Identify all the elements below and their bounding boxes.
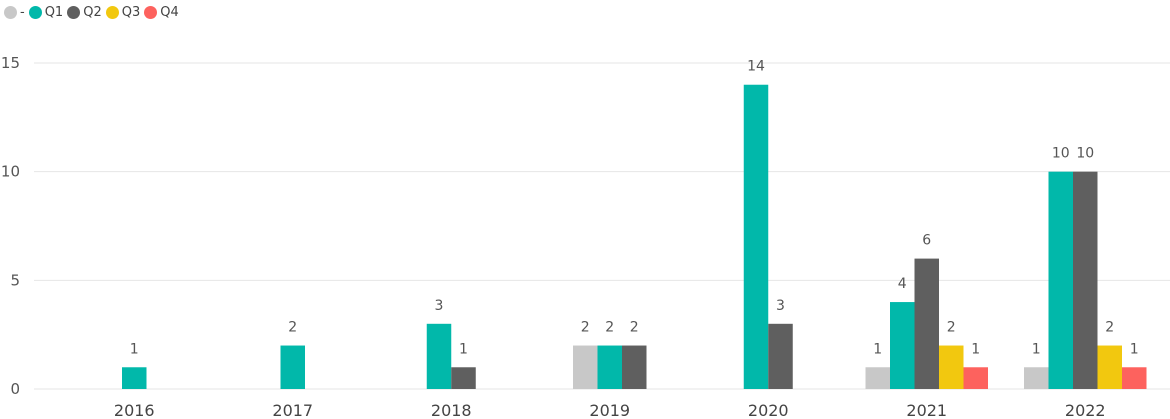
legend-item-q3[interactable]: Q3 [105, 4, 141, 20]
bar [426, 323, 452, 389]
bar [1024, 367, 1049, 389]
x-tick-label: 2019 [589, 401, 630, 419]
data-label: 6 [922, 233, 931, 249]
data-label: 2 [630, 320, 639, 336]
bar [1097, 345, 1122, 389]
data-label: 10 [1052, 146, 1070, 162]
x-tick-label: 2021 [906, 401, 947, 419]
bar [451, 367, 476, 389]
x-tick-label: 2017 [272, 401, 313, 419]
data-label: 3 [435, 298, 444, 314]
x-tick-label: 2018 [431, 401, 472, 419]
legend-swatch-q4 [144, 5, 158, 19]
legend: - Q1 Q2 Q3 Q4 [4, 2, 183, 22]
bar [597, 345, 622, 389]
data-label: 1 [1130, 341, 1139, 357]
bar [865, 367, 890, 389]
data-label: 4 [898, 276, 907, 292]
legend-label-q1: Q1 [44, 4, 64, 20]
data-label: 1 [971, 341, 980, 357]
legend-swatch-blank [4, 5, 17, 19]
x-tick-label: 2016 [114, 401, 155, 419]
data-label: 3 [776, 298, 785, 314]
y-tick-label: 10 [1, 163, 20, 181]
data-label: 2 [947, 320, 956, 336]
data-label: 2 [605, 320, 614, 336]
bar [743, 84, 769, 389]
legend-item-q1[interactable]: Q1 [28, 4, 64, 20]
legend-label-q2: Q2 [83, 4, 102, 20]
data-label: 1 [1032, 341, 1041, 357]
bar [963, 367, 988, 389]
bar [573, 345, 598, 389]
legend-item-q2[interactable]: Q2 [67, 5, 102, 20]
data-label: 2 [288, 320, 297, 336]
bar [1073, 171, 1098, 389]
bar [1048, 171, 1073, 389]
bar [1122, 367, 1147, 389]
bar [768, 323, 793, 389]
legend-swatch-q2 [67, 5, 81, 19]
y-tick-label: 5 [10, 271, 20, 289]
legend-item-blank[interactable]: - [4, 5, 25, 20]
data-label: 1 [459, 341, 468, 357]
legend-item-q4[interactable]: Q4 [144, 5, 179, 20]
legend-label-q3: Q3 [121, 4, 141, 20]
legend-swatch-q3 [105, 5, 119, 19]
legend-label-blank: - [20, 4, 25, 20]
bar [914, 258, 939, 389]
legend-swatch-q1 [28, 5, 42, 19]
data-label: 10 [1076, 146, 1094, 162]
bar [939, 345, 964, 389]
bar [280, 345, 305, 389]
y-tick-label: 0 [10, 380, 20, 398]
data-label: 2 [581, 320, 590, 336]
data-label: 2 [1105, 320, 1114, 336]
x-tick-label: 2022 [1065, 401, 1106, 419]
bar [622, 345, 647, 389]
x-tick-label: 2020 [748, 401, 789, 419]
data-label: 14 [747, 59, 765, 75]
data-label: 1 [130, 341, 139, 357]
data-label: 1 [873, 341, 882, 357]
legend-label-q4: Q4 [160, 4, 179, 20]
bar [890, 302, 915, 389]
bar [122, 367, 147, 389]
y-tick-label: 15 [1, 54, 20, 72]
